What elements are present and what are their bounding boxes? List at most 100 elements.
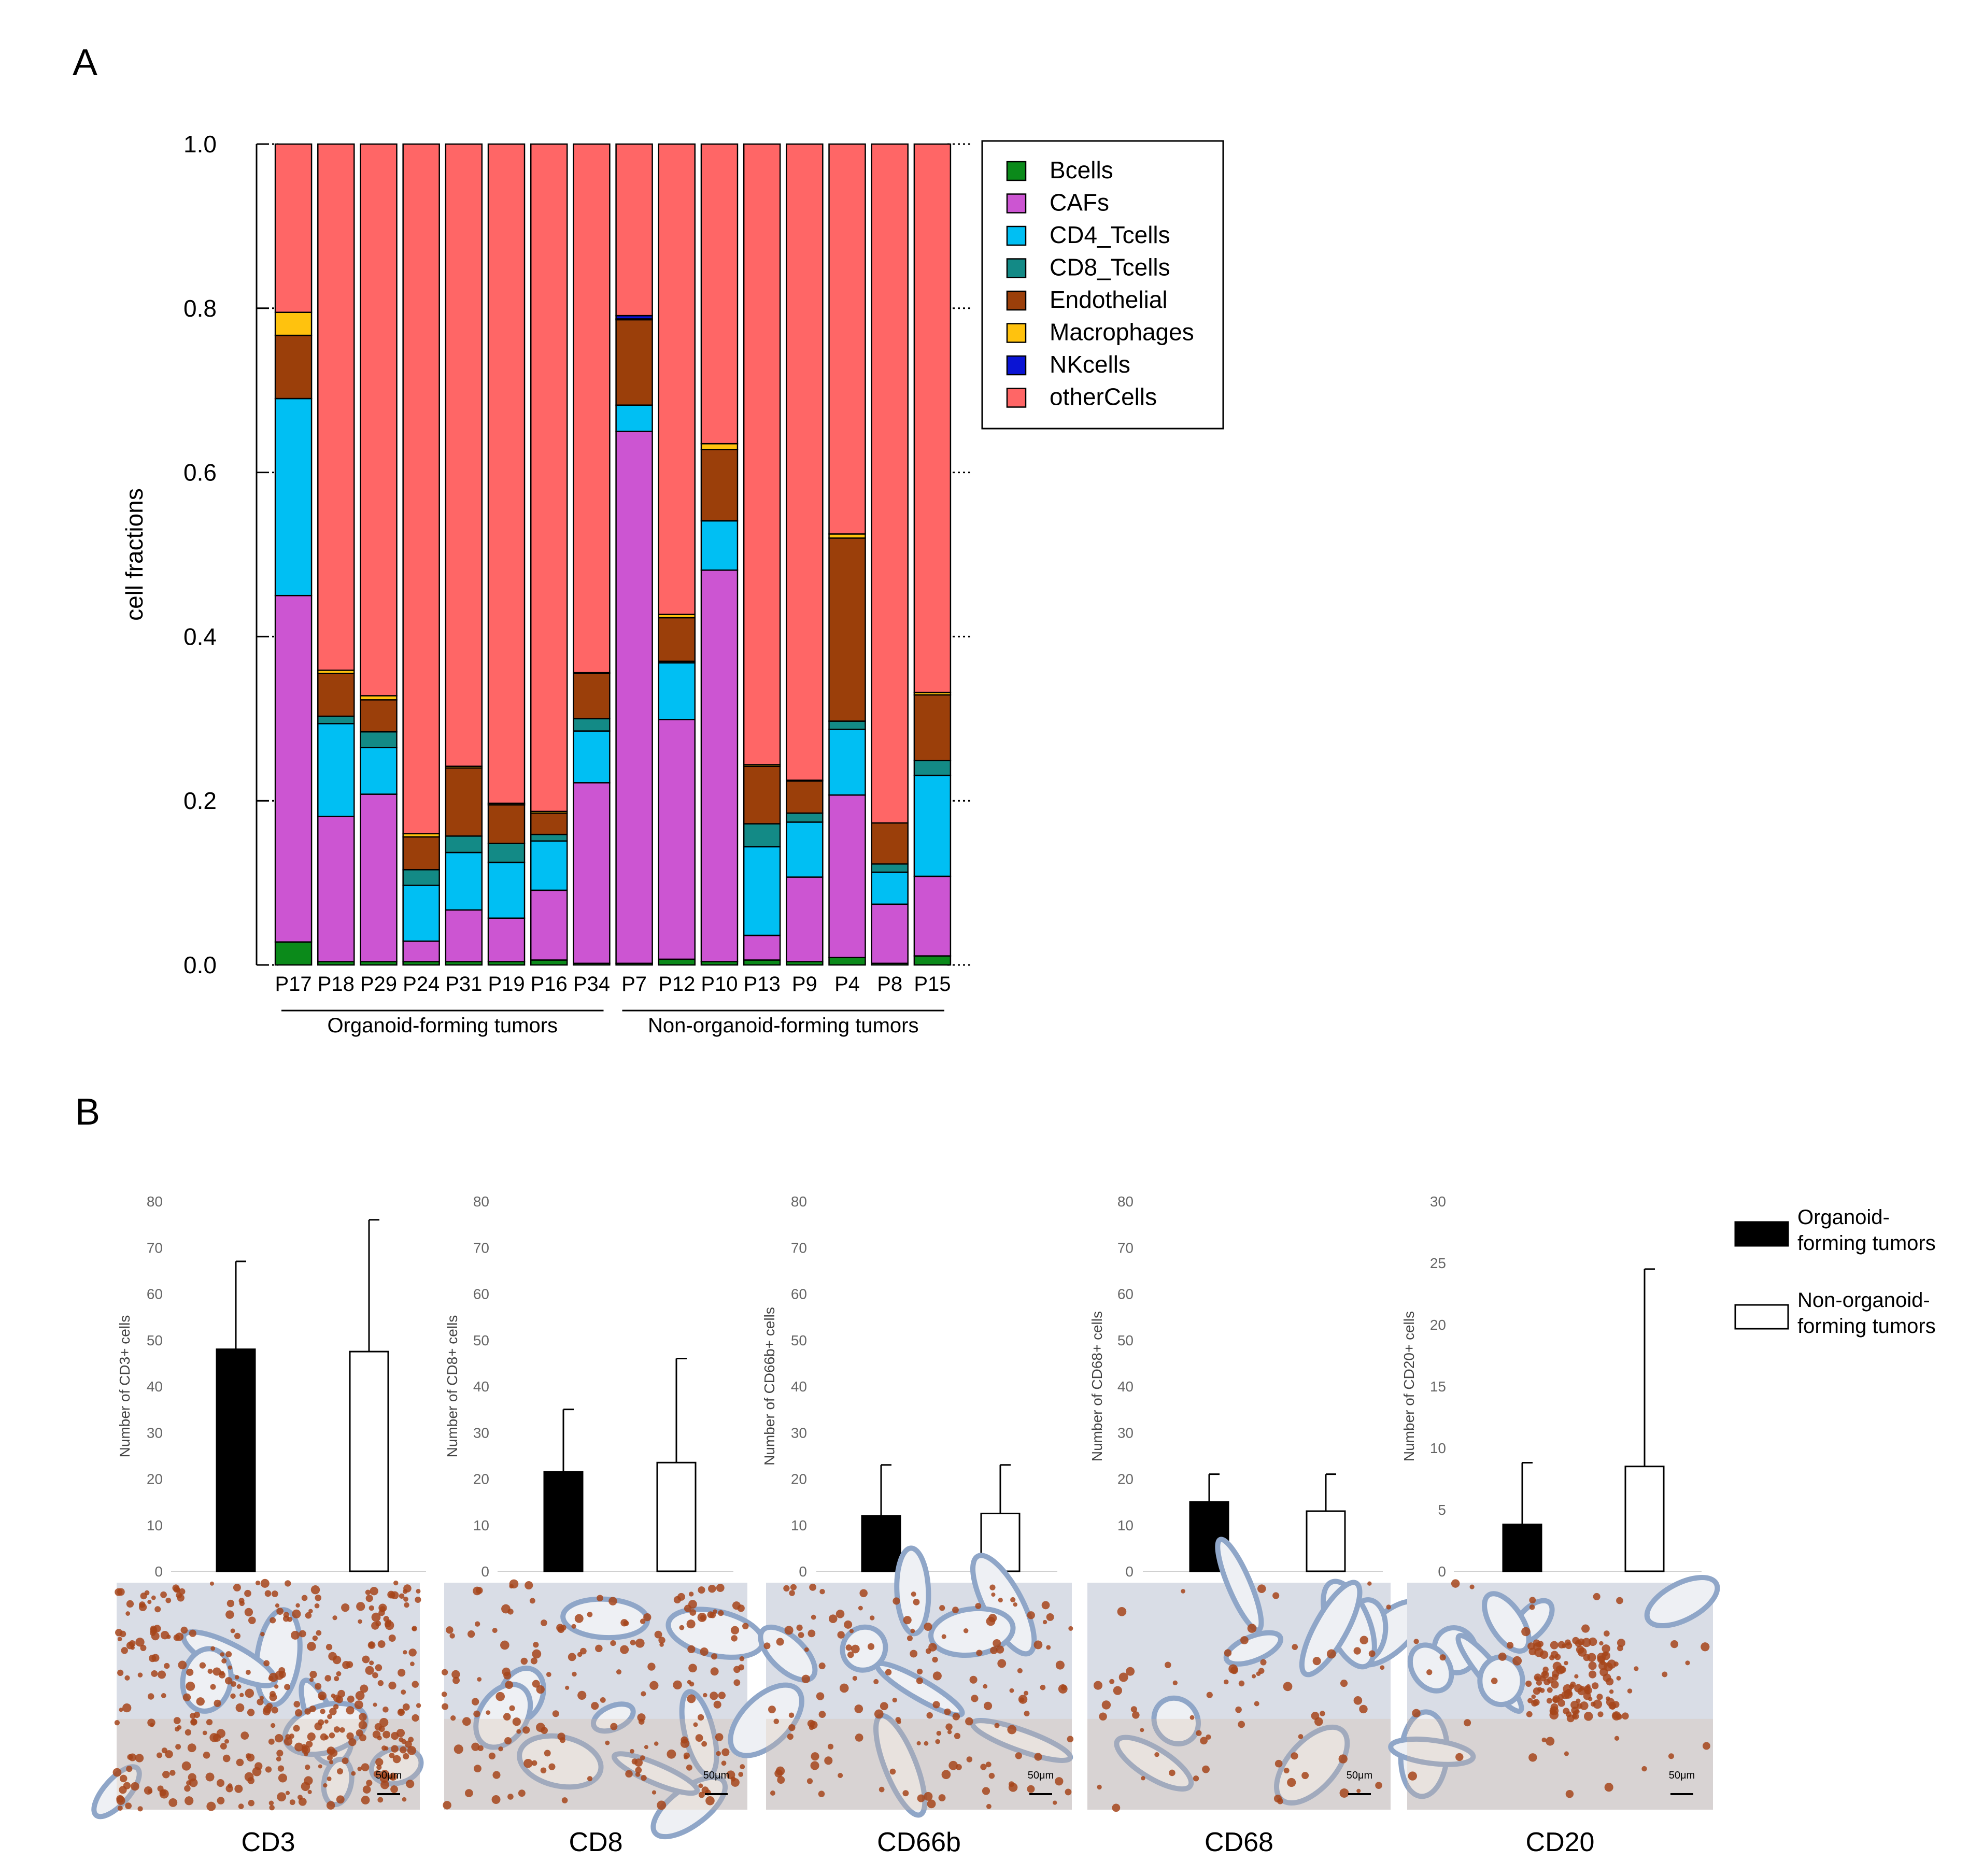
stained-cell bbox=[449, 1633, 455, 1639]
stained-cell bbox=[450, 1715, 456, 1721]
stained-cell bbox=[1065, 1788, 1072, 1796]
stained-cell bbox=[173, 1634, 180, 1641]
stained-cell bbox=[205, 1772, 215, 1782]
stained-cell bbox=[1024, 1710, 1030, 1716]
bar-segment-cafs-p13 bbox=[743, 934, 781, 961]
gland bbox=[1482, 1591, 1532, 1654]
stained-cell bbox=[320, 1733, 328, 1741]
y-axis-label: cell fractions bbox=[121, 488, 148, 621]
stained-cell bbox=[292, 1609, 301, 1618]
stained-cell bbox=[452, 1676, 460, 1684]
stained-cell bbox=[1582, 1638, 1591, 1647]
stained-cell bbox=[1053, 1800, 1057, 1805]
stained-cell bbox=[1564, 1639, 1571, 1646]
y-tick-label: 20 bbox=[1117, 1471, 1134, 1487]
stained-cell bbox=[1621, 1712, 1629, 1720]
stained-cell bbox=[1009, 1781, 1014, 1787]
stained-cell bbox=[658, 1637, 665, 1644]
stained-cell bbox=[1547, 1676, 1554, 1684]
stained-cell bbox=[679, 1625, 685, 1630]
stained-cell bbox=[265, 1766, 272, 1773]
stained-cell bbox=[324, 1675, 332, 1682]
stained-cell bbox=[945, 1723, 953, 1730]
stained-cell bbox=[117, 1806, 123, 1811]
bar-segment-macrophages-p10 bbox=[700, 443, 739, 450]
stained-cell bbox=[1527, 1698, 1533, 1703]
stained-cell bbox=[1546, 1698, 1552, 1704]
bar-segment-cd4_tcells-p4 bbox=[828, 729, 866, 796]
stained-cell bbox=[1019, 1697, 1025, 1702]
stained-cell bbox=[509, 1584, 514, 1589]
gland bbox=[728, 1682, 804, 1758]
stained-cell bbox=[236, 1684, 242, 1689]
y-tick-label: 30 bbox=[1430, 1193, 1446, 1210]
stained-cell bbox=[347, 1695, 355, 1703]
gland bbox=[874, 1660, 965, 1718]
stained-cell bbox=[1375, 1782, 1382, 1789]
stained-cell bbox=[697, 1714, 704, 1721]
stained-cell bbox=[468, 1630, 475, 1638]
stained-cell bbox=[1701, 1642, 1710, 1652]
stained-cell bbox=[787, 1733, 794, 1740]
stained-cell bbox=[1252, 1674, 1256, 1679]
scale-bar-label: 50μm bbox=[376, 1770, 402, 1781]
bar-segment-endothelial-p9 bbox=[786, 780, 824, 814]
stained-cell bbox=[412, 1626, 417, 1631]
gland bbox=[1151, 1695, 1201, 1746]
bar-organoid-forming bbox=[861, 1515, 901, 1572]
stained-cell bbox=[1067, 1736, 1074, 1743]
stained-cell bbox=[356, 1602, 365, 1611]
group-label: Non-organoid-forming tumors bbox=[648, 1014, 918, 1037]
stained-cell bbox=[520, 1657, 528, 1665]
stained-cell bbox=[231, 1681, 236, 1687]
stained-cell bbox=[503, 1713, 511, 1721]
stained-cell bbox=[763, 1642, 771, 1650]
y-tick-label: 0 bbox=[481, 1564, 489, 1580]
stained-cell bbox=[811, 1614, 816, 1620]
y-tick-label: 60 bbox=[473, 1286, 489, 1302]
x-tick-label: P17 bbox=[275, 973, 312, 996]
bar-non-organoid-forming bbox=[1624, 1466, 1665, 1572]
stained-cell bbox=[541, 1727, 548, 1735]
bar-segment-cd4_tcells-p8 bbox=[871, 871, 909, 905]
stained-cell bbox=[693, 1722, 698, 1727]
stained-cell bbox=[1521, 1627, 1531, 1637]
stained-cell bbox=[638, 1718, 645, 1725]
stained-cell bbox=[698, 1792, 705, 1798]
stained-cell bbox=[1040, 1684, 1046, 1690]
y-tick-label: 0.8 bbox=[183, 295, 217, 322]
bar-organoid-forming bbox=[543, 1471, 584, 1572]
stained-cell bbox=[580, 1647, 587, 1655]
bar-segment-cafs-p10 bbox=[700, 569, 739, 962]
bar-segment-cd4_tcells-p12 bbox=[658, 662, 696, 720]
bar-segment-othercells-p4 bbox=[828, 143, 866, 535]
stained-cell bbox=[333, 1694, 341, 1702]
stained-cell bbox=[185, 1796, 194, 1806]
stained-cell bbox=[969, 1675, 978, 1684]
stained-cell bbox=[932, 1701, 940, 1709]
bar-segment-cd8_tcells-p18 bbox=[317, 715, 355, 724]
stained-cell bbox=[117, 1669, 124, 1676]
stained-cell bbox=[1498, 1652, 1507, 1661]
stained-cell bbox=[371, 1622, 379, 1630]
stained-cell bbox=[135, 1754, 144, 1763]
stained-cell bbox=[1617, 1639, 1625, 1647]
bar-segment-cafs-p15 bbox=[913, 875, 952, 957]
stained-cell bbox=[277, 1792, 287, 1802]
stained-cell bbox=[234, 1784, 243, 1793]
stained-cell bbox=[963, 1628, 969, 1633]
stained-cell bbox=[948, 1760, 958, 1770]
stained-cell bbox=[346, 1732, 354, 1740]
y-tick-label: 50 bbox=[791, 1332, 807, 1348]
y-tick-label: 20 bbox=[473, 1471, 489, 1487]
stained-cell bbox=[127, 1754, 133, 1760]
stained-cell bbox=[159, 1789, 169, 1799]
stained-cell bbox=[266, 1702, 273, 1710]
bar-segment-cd8_tcells-p4 bbox=[828, 720, 866, 730]
stained-cell bbox=[893, 1597, 900, 1605]
stained-cell bbox=[1641, 1766, 1647, 1772]
stained-cell bbox=[310, 1585, 320, 1595]
stained-cell bbox=[361, 1796, 370, 1804]
stained-cell bbox=[716, 1751, 721, 1756]
stained-cell bbox=[512, 1717, 521, 1726]
